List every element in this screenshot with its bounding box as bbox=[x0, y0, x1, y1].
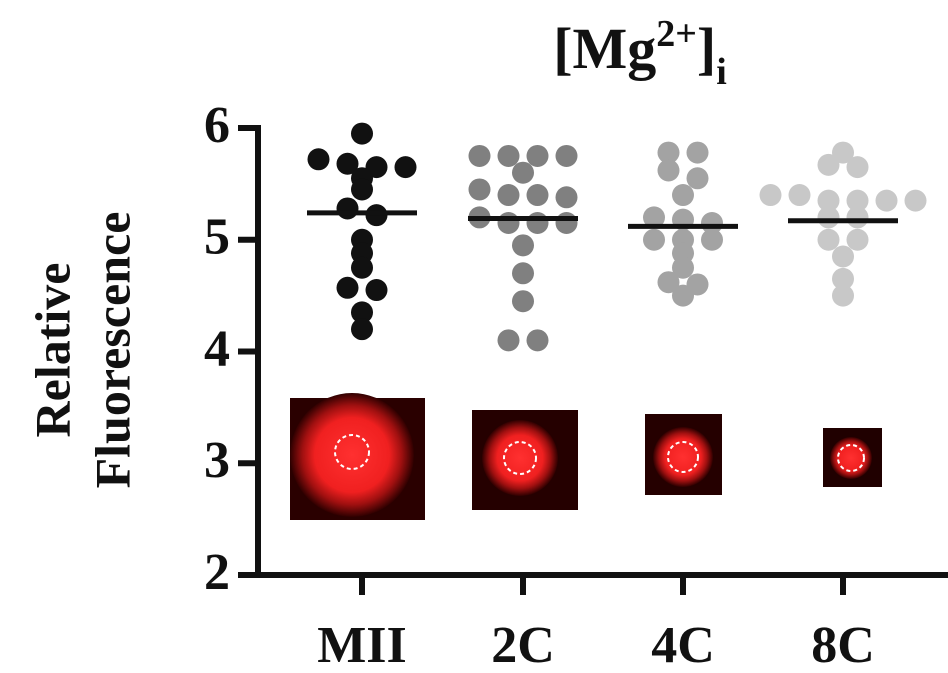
dot bbox=[643, 229, 665, 251]
title-sup: 2+ bbox=[656, 13, 697, 55]
dot bbox=[818, 206, 840, 228]
dot bbox=[789, 184, 811, 206]
dot bbox=[672, 285, 694, 307]
dot bbox=[498, 329, 520, 351]
dot bbox=[832, 246, 854, 268]
dot bbox=[366, 279, 388, 301]
dot bbox=[395, 156, 417, 178]
cell bbox=[482, 420, 558, 496]
x-tick-label: 8C bbox=[811, 617, 875, 673]
dot bbox=[337, 197, 359, 219]
cell bbox=[653, 427, 713, 487]
dot bbox=[469, 145, 491, 167]
dot bbox=[556, 186, 578, 208]
dot bbox=[498, 145, 520, 167]
dot bbox=[905, 190, 927, 212]
y-tick-label: 4 bbox=[204, 320, 230, 377]
cell bbox=[290, 393, 414, 517]
dot bbox=[351, 178, 373, 200]
cell bbox=[830, 437, 872, 479]
title-close: ] bbox=[697, 16, 716, 81]
y-tick-label: 5 bbox=[204, 209, 230, 266]
y-tick-label: 3 bbox=[204, 432, 230, 489]
dot bbox=[512, 162, 534, 184]
chart: [Mg2+]i Relative Fluorescence 2 3 4 5 6 MII 2C… bbox=[0, 0, 948, 673]
dot bbox=[687, 167, 709, 189]
dot bbox=[701, 229, 723, 251]
dot bbox=[527, 329, 549, 351]
dot bbox=[672, 184, 694, 206]
x-tick-label: 4C bbox=[651, 617, 715, 673]
y-tick-label: 6 bbox=[204, 97, 230, 154]
dot bbox=[469, 178, 491, 200]
dot bbox=[760, 184, 782, 206]
dot bbox=[512, 234, 534, 256]
dot bbox=[512, 262, 534, 284]
dot bbox=[308, 148, 330, 170]
x-tick-label: MII bbox=[317, 617, 407, 673]
chart-title: [Mg2+]i bbox=[553, 13, 727, 93]
dot bbox=[337, 277, 359, 299]
dot bbox=[351, 123, 373, 145]
dot bbox=[556, 145, 578, 167]
dot bbox=[658, 159, 680, 181]
y-label: Fluorescence bbox=[84, 212, 140, 489]
title-sub: i bbox=[716, 51, 727, 93]
dot bbox=[498, 212, 520, 234]
dot bbox=[847, 229, 869, 251]
dot bbox=[818, 229, 840, 251]
dot bbox=[687, 142, 709, 164]
dot bbox=[876, 190, 898, 212]
dot bbox=[527, 212, 549, 234]
dot bbox=[832, 285, 854, 307]
x-tick-label: 2C bbox=[491, 617, 555, 673]
dot bbox=[527, 145, 549, 167]
dot bbox=[498, 184, 520, 206]
dot bbox=[818, 154, 840, 176]
dot bbox=[527, 184, 549, 206]
y-tick-label: 2 bbox=[204, 544, 230, 601]
title-base: [Mg bbox=[553, 16, 656, 81]
images bbox=[290, 393, 882, 520]
dot bbox=[351, 257, 373, 279]
y-label: Relative bbox=[24, 263, 80, 438]
dot bbox=[847, 156, 869, 178]
dot bbox=[556, 212, 578, 234]
dot bbox=[847, 206, 869, 228]
dot bbox=[512, 290, 534, 312]
dot bbox=[351, 318, 373, 340]
